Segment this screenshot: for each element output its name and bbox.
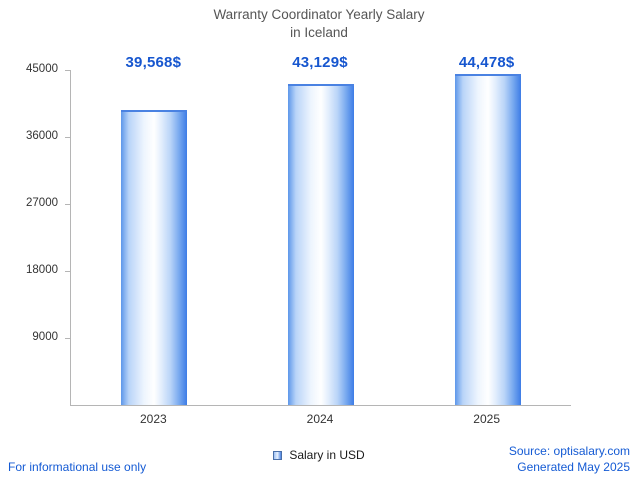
plot-area xyxy=(70,70,571,406)
y-tick-mark xyxy=(65,203,70,205)
chart-title-line2: in Iceland xyxy=(290,24,348,40)
y-tick-label-27000: 27000 xyxy=(26,197,58,209)
disclaimer-text: For informational use only xyxy=(8,460,147,474)
y-tick-mark xyxy=(65,337,70,339)
source-link[interactable]: Source: optisalary.com xyxy=(508,443,630,458)
y-tick-label-18000: 18000 xyxy=(26,264,58,276)
x-axis-label-2025: 2025 xyxy=(473,412,500,426)
x-axis-label-2023: 2023 xyxy=(139,412,167,426)
value-labels-row: 39,568$ 43,129$ 44,478$ xyxy=(70,54,570,74)
chart-title-line1: Warranty Coordinator Yearly Salary xyxy=(213,7,425,22)
footer-source-block: Source: optisalary.com Generated May 202… xyxy=(509,443,630,475)
y-tick-mark xyxy=(65,270,70,272)
generated-date: Generated May 2025 xyxy=(517,459,630,474)
y-tick-label-36000: 36000 xyxy=(26,130,58,142)
legend-swatch-icon xyxy=(273,450,283,460)
bar-2024 xyxy=(288,83,354,405)
legend: Salary in USD xyxy=(0,448,638,462)
y-axis: 9000 18000 27000 36000 45000 xyxy=(0,63,70,405)
y-tick-mark xyxy=(65,136,70,138)
value-label-2025: 44,478$ xyxy=(458,54,515,71)
y-tick-mark xyxy=(65,69,70,71)
y-tick-label-45000: 45000 xyxy=(26,63,58,75)
x-axis-labels: 2023 2024 2025 xyxy=(70,412,570,428)
bar-2025 xyxy=(454,73,521,405)
y-tick-label-9000: 9000 xyxy=(32,331,58,343)
legend-label: Salary in USD xyxy=(289,448,365,462)
x-axis-label-2024: 2024 xyxy=(306,412,334,426)
bar-2023 xyxy=(121,110,188,405)
value-label-2023: 39,568$ xyxy=(125,54,182,71)
value-label-2024: 43,129$ xyxy=(292,54,348,71)
chart-title: Warranty Coordinator Yearly Salary in Ic… xyxy=(0,6,638,42)
